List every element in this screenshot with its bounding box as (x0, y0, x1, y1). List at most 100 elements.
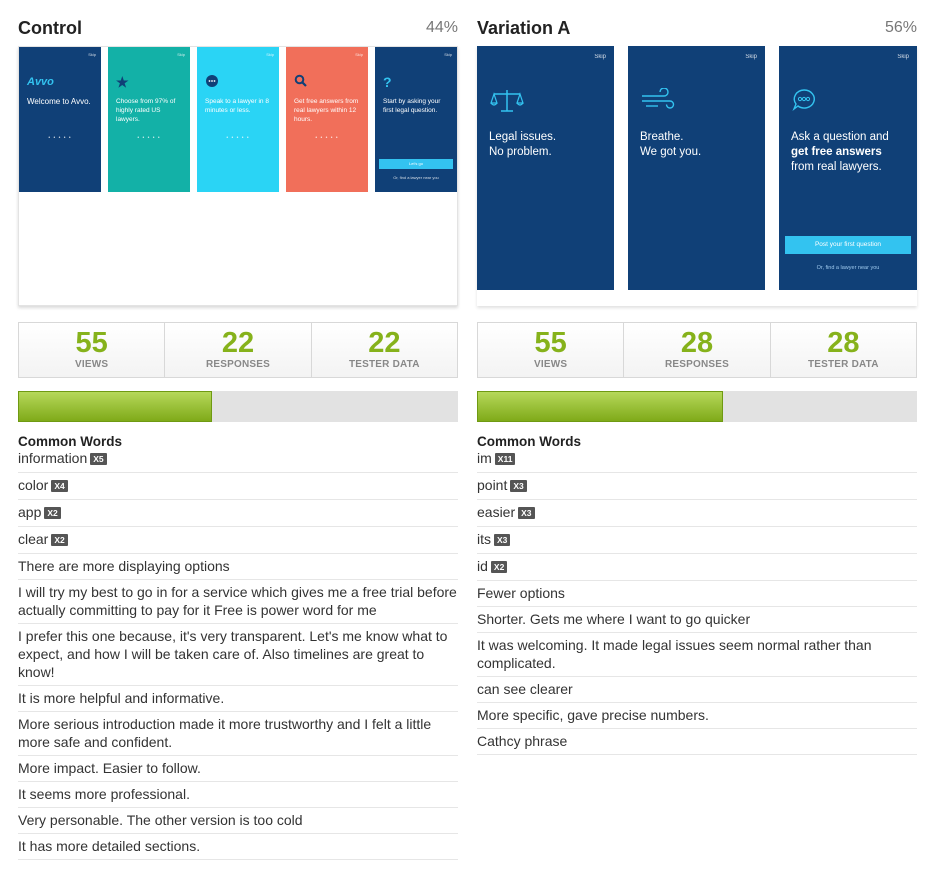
control-screen-5: Skip ? Start by asking your first legal … (375, 47, 457, 192)
find-lawyer-link: Or, find a lawyer near you (393, 175, 439, 180)
variation-header: Variation A 56% (477, 0, 917, 46)
control-screen-2: Skip ★ Choose from 97% of highly rated U… (108, 47, 190, 192)
common-word: im (477, 450, 492, 466)
response-comment: Shorter. Gets me where I want to go quic… (477, 607, 917, 633)
response-comment: More serious introduction made it more t… (18, 712, 458, 756)
word-count-badge: X3 (510, 480, 527, 492)
screen-text: Get free answers from real lawyers withi… (294, 98, 359, 123)
common-word: color (18, 477, 49, 493)
chat-bubble-icon (205, 74, 219, 91)
response-comment: Fewer options (477, 581, 917, 607)
common-word-item: app X2 (18, 500, 458, 527)
variation-screen-2: Skip Breathe. We got you. (628, 46, 765, 290)
skip-link: Skip (594, 54, 606, 60)
word-count-badge: X2 (51, 534, 68, 546)
screen-text: Start by asking your first legal questio… (383, 98, 441, 114)
word-count-badge: X4 (51, 480, 68, 492)
screen-text: Speak to a lawyer in 8 minutes or less. (205, 98, 269, 114)
stat-label: VIEWS (75, 359, 109, 370)
variation-screenshots[interactable]: Skip Legal issues. No problem. Skip Brea… (477, 46, 917, 306)
word-count-badge: X11 (494, 453, 516, 465)
stat-responses: 22 RESPONSES (165, 323, 312, 377)
common-word: point (477, 477, 508, 493)
screen-text-line: from real lawyers. (791, 161, 882, 173)
common-word-item: im X11 (477, 449, 917, 473)
stat-label: RESPONSES (664, 359, 730, 370)
response-comment: It is more helpful and informative. (18, 686, 458, 712)
screen-text-line: We got you. (640, 146, 702, 158)
variation-percent: 56% (884, 19, 917, 36)
stat-value: 55 (534, 327, 567, 359)
response-comment: I prefer this one because, it's very tra… (18, 624, 458, 686)
screen-text-line: Legal issues. (489, 131, 557, 143)
variation-screen-1: Skip Legal issues. No problem. (477, 46, 614, 290)
response-comment: More specific, gave precise numbers. (477, 703, 917, 729)
word-count-badge: X2 (490, 561, 508, 573)
skip-link: Skip (177, 52, 185, 57)
stat-responses: 28 RESPONSES (624, 323, 771, 377)
scales-icon (489, 88, 525, 120)
word-count-badge: X3 (494, 534, 511, 546)
variation-title: Variation A (477, 18, 571, 38)
wind-icon (640, 87, 676, 118)
common-word-item: clear X2 (18, 527, 458, 554)
stat-value: 22 (221, 327, 255, 359)
response-comment: It was welcoming. It made legal issues s… (477, 633, 917, 677)
common-word: id (477, 558, 488, 574)
control-header: Control 44% (18, 0, 458, 46)
common-words-title: Common Words (477, 434, 581, 449)
find-lawyer-link: Or, find a lawyer near you (816, 265, 880, 271)
stat-label: RESPONSES (205, 359, 271, 370)
screen-text: Choose from 97% of highly rated US lawye… (116, 98, 176, 123)
control-screenshots[interactable]: Skip Avvo Welcome to Avvo. • • • • • Ski… (18, 46, 458, 306)
response-comment: I will try my best to go in for a servic… (18, 580, 458, 624)
screen-text-line: Ask a question and (791, 131, 889, 143)
pagination-dots: • • • • • (137, 135, 161, 141)
pagination-dots: • • • • • (48, 135, 72, 141)
screen-text-bold: get free answers (791, 145, 911, 160)
word-count-badge: X3 (518, 507, 535, 519)
common-word-item: point X3 (477, 473, 917, 500)
variation-column: Variation A 56% Skip Legal issues. No pr… (477, 0, 917, 755)
control-stats: 55 VIEWS 22 RESPONSES 22 TESTER DATA (18, 322, 458, 378)
variation-progress-bar (477, 391, 917, 422)
screen-text-line: Breathe. (640, 131, 684, 143)
common-word-item: color X4 (18, 473, 458, 500)
control-word-list: information X5 color X4 app X2 clear X2 (18, 449, 458, 554)
post-question-button: Post your first question (785, 236, 911, 254)
common-word-item: easier X3 (477, 500, 917, 527)
stat-value: 22 (368, 327, 401, 359)
common-word-item: information X5 (18, 449, 458, 473)
control-progress-bar (18, 391, 458, 422)
stat-views: 55 VIEWS (19, 323, 166, 377)
question-icon: ? (383, 74, 392, 90)
common-word-item: id X2 (477, 554, 917, 581)
star-icon: ★ (116, 74, 129, 90)
control-screen-4: Skip Get free answers from real lawyers … (286, 47, 368, 192)
stat-views: 55 VIEWS (478, 323, 625, 377)
skip-link: Skip (266, 52, 274, 57)
control-percent: 44% (425, 19, 458, 36)
pagination-dots: • • • • • (315, 135, 339, 141)
screen-text-line: No problem. (489, 146, 552, 158)
common-word: app (18, 504, 42, 520)
skip-link: Skip (88, 52, 96, 57)
word-count-badge: X5 (90, 453, 107, 465)
magnifier-icon (294, 74, 308, 91)
stat-tester-data: 22 TESTER DATA (312, 323, 457, 377)
common-word: easier (477, 504, 516, 520)
common-words-title: Common Words (18, 434, 122, 449)
skip-link: Skip (355, 52, 363, 57)
response-comment: More impact. Easier to follow. (18, 756, 458, 782)
stat-label: VIEWS (534, 359, 568, 370)
response-comment: Very personable. The other version is to… (18, 808, 458, 834)
stat-label: TESTER DATA (348, 359, 420, 370)
skip-link: Skip (444, 52, 452, 57)
common-word: its (477, 531, 491, 547)
skip-link: Skip (745, 54, 757, 60)
screen-text-emphasis: get free answers (791, 146, 882, 158)
screen-text: Welcome to Avvo. (27, 97, 91, 106)
response-comment: There are more displaying options (18, 554, 458, 580)
stat-tester-data: 28 TESTER DATA (771, 323, 916, 377)
stat-label: TESTER DATA (807, 359, 879, 370)
